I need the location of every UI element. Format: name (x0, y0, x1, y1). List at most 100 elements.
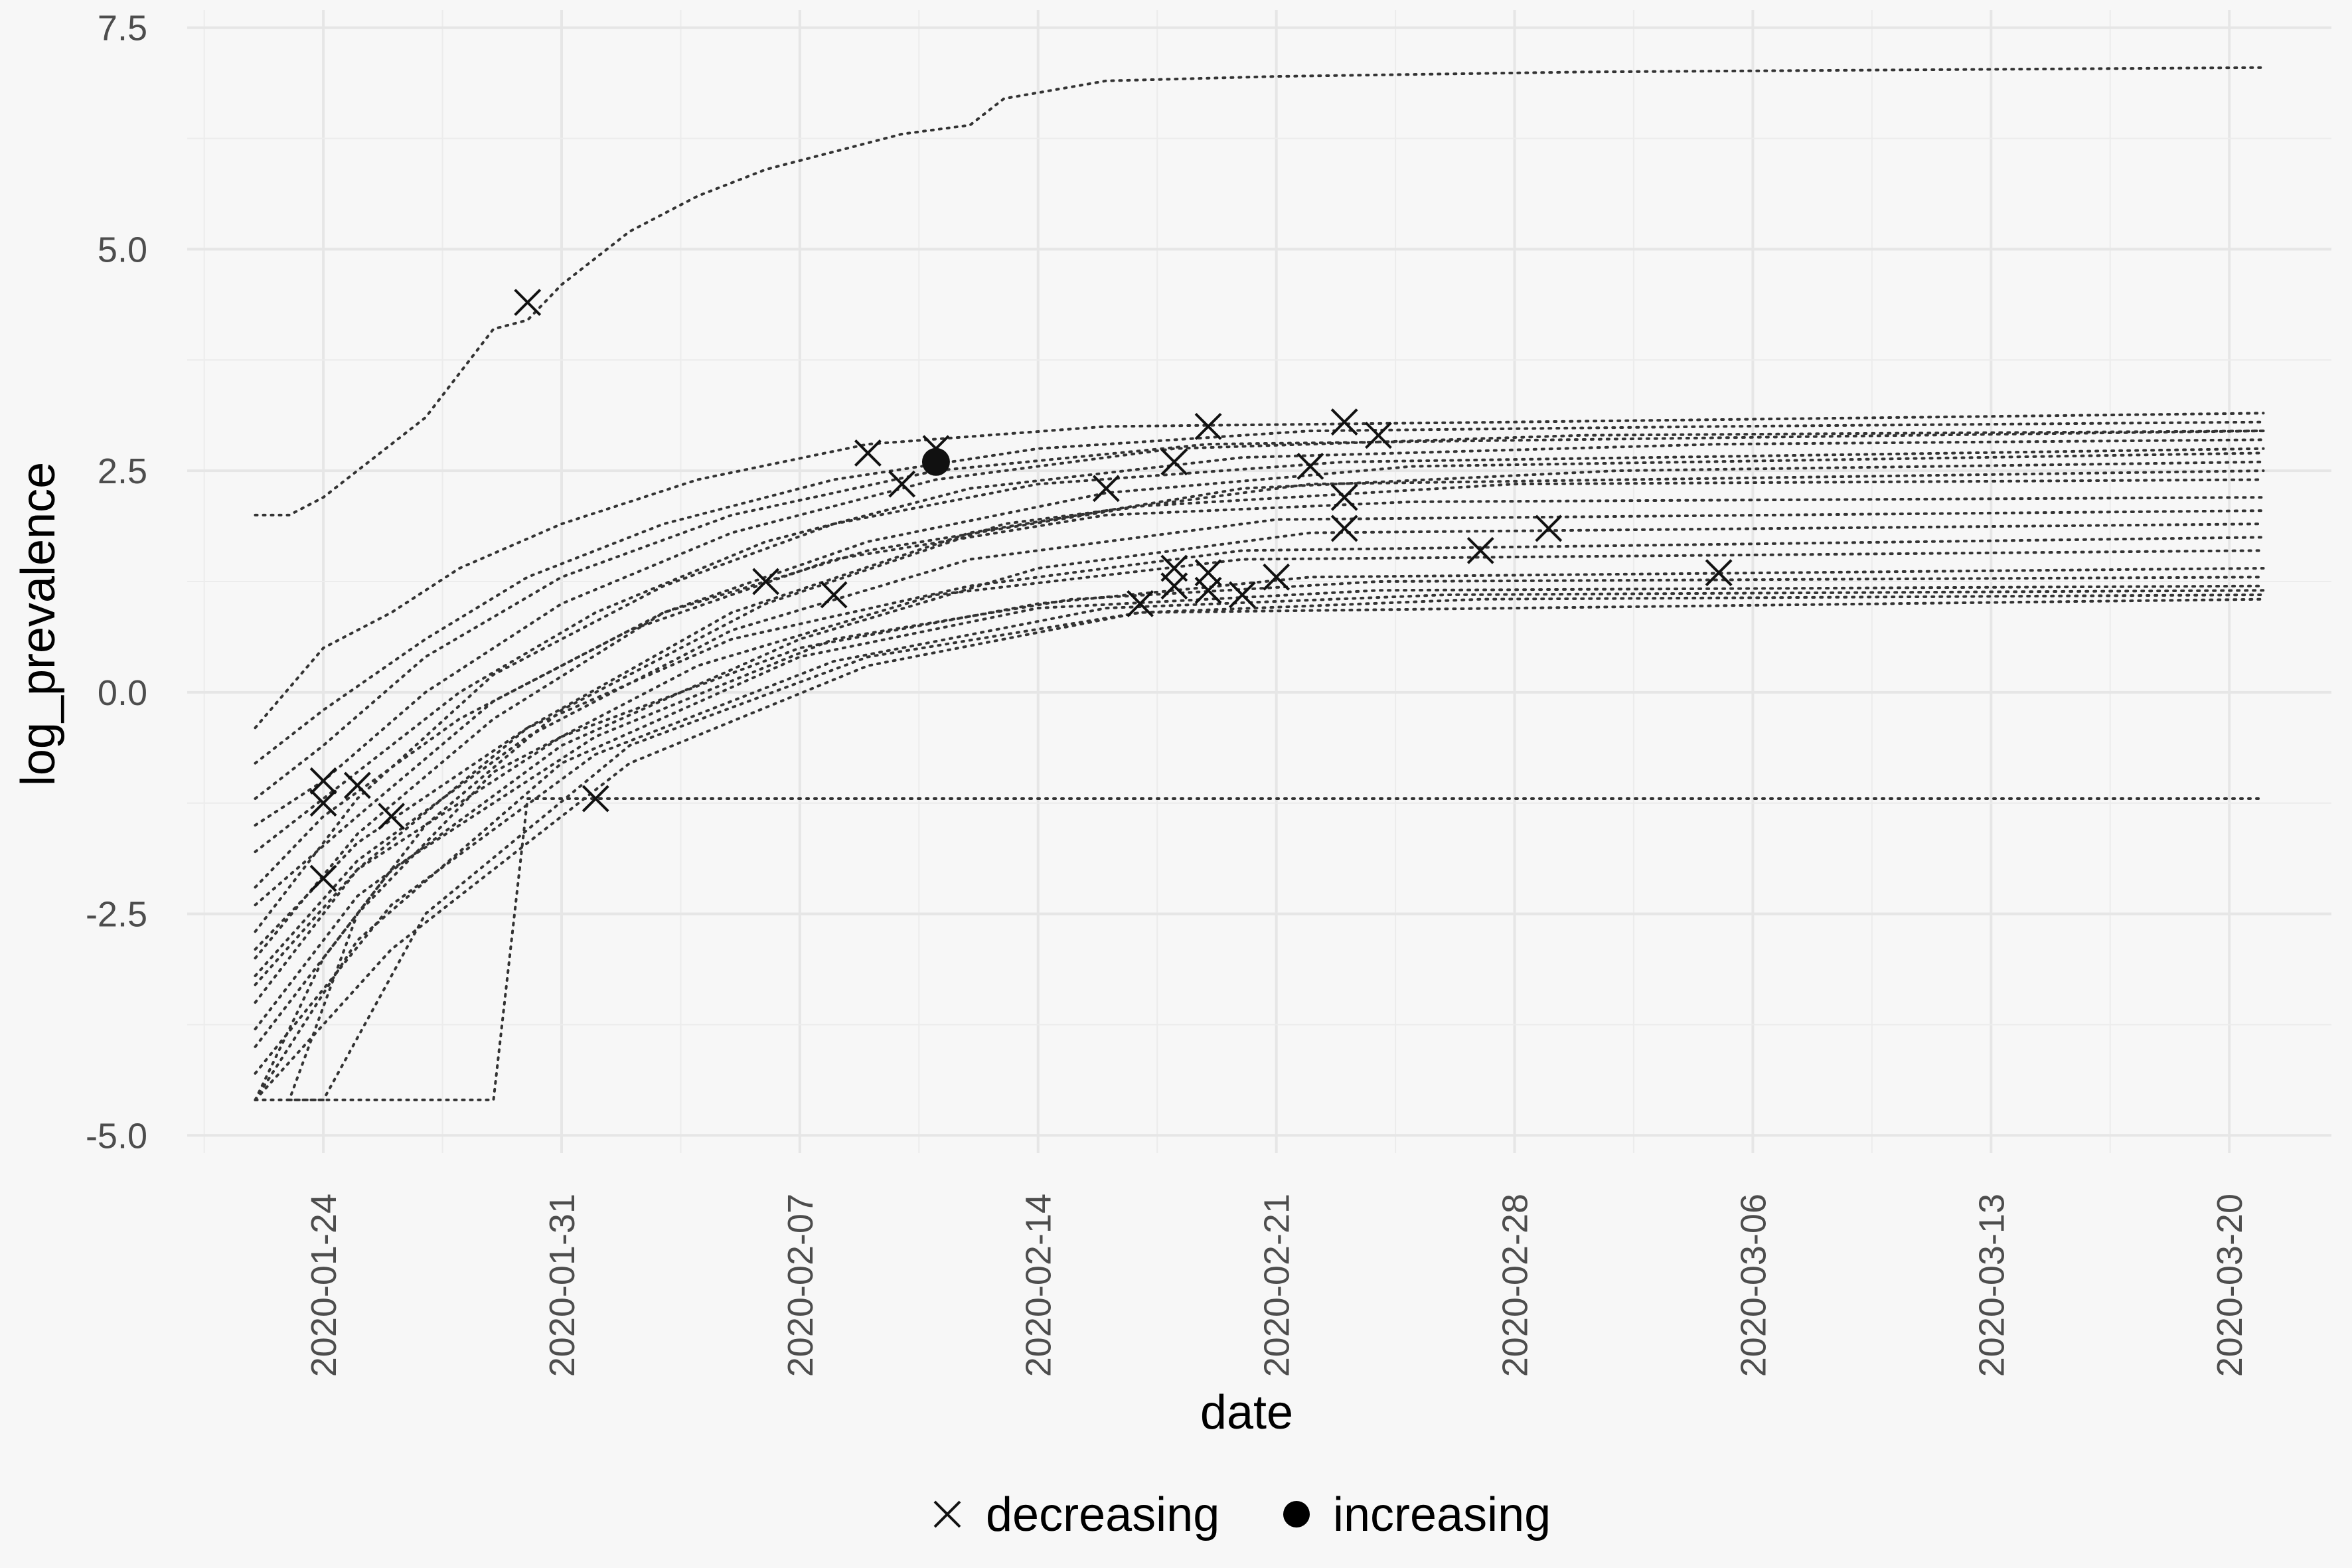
series-line (254, 66, 2265, 516)
series-line (254, 420, 2265, 765)
series-line (254, 549, 2265, 1101)
point-decreasing (1296, 453, 1324, 480)
point-decreasing (378, 803, 406, 830)
legend-increasing-marker (1283, 1501, 1310, 1528)
cross-stroke (1365, 422, 1392, 449)
cross-stroke (1330, 483, 1358, 511)
point-decreasing (1330, 483, 1358, 511)
point-increasing (921, 447, 950, 476)
cross-stroke (1160, 572, 1188, 600)
cross-stroke (1705, 559, 1733, 587)
series-line (254, 593, 2265, 1101)
point-decreasing (1330, 408, 1358, 436)
point-decreasing (309, 864, 337, 892)
point-decreasing (1535, 514, 1563, 542)
legend: decreasing increasing (933, 1488, 1551, 1541)
cross-stroke (1092, 475, 1120, 503)
x-tick-label: 2020-02-28 (1496, 1194, 1535, 1377)
cross-stroke (343, 771, 371, 799)
cross-stroke (582, 785, 609, 813)
cross-stroke (1228, 581, 1256, 609)
cross-stroke (1296, 453, 1324, 480)
x-axis-ticks: 2020-01-24 2020-01-31 2020-02-07 2020-02-14… (304, 1194, 2250, 1377)
series-line (254, 469, 2265, 1101)
series-line (254, 522, 2265, 1031)
x-tick-label: 2020-02-21 (1257, 1194, 1297, 1377)
legend-label-increasing: increasing (1333, 1488, 1551, 1541)
y-tick-label: -2.5 (86, 895, 147, 935)
point-decreasing (343, 771, 371, 799)
point-decreasing (1127, 589, 1154, 617)
cross-stroke (1330, 408, 1358, 436)
cross-stroke (309, 789, 337, 817)
x-tick-label: 2020-03-13 (1972, 1194, 2011, 1377)
point-decreasing (1160, 448, 1188, 476)
point-decreasing (1228, 581, 1256, 609)
x-tick-label: 2020-02-07 (781, 1194, 821, 1377)
series-line (254, 438, 2265, 854)
x-tick-label: 2020-01-31 (542, 1194, 582, 1377)
cross-stroke (888, 470, 916, 498)
series-line (254, 509, 2265, 977)
series-line (254, 430, 2265, 800)
x-tick-label: 2020-02-14 (1019, 1194, 1059, 1377)
y-tick-label: -5.0 (86, 1116, 147, 1156)
cross-stroke (933, 1500, 961, 1528)
cross-stroke (309, 864, 337, 892)
cross-stroke (514, 289, 542, 316)
series-line (254, 536, 2265, 951)
y-tick-label: 5.0 (98, 230, 147, 270)
series-line (254, 412, 2265, 730)
legend-decreasing-marker (933, 1500, 961, 1528)
y-axis-ticks: -5.0 -2.5 0.0 2.5 5.0 7.5 (86, 9, 147, 1156)
point-decreasing (854, 439, 882, 467)
cross-stroke (820, 581, 848, 609)
grid (187, 10, 2331, 1153)
series-line (287, 597, 2265, 1101)
series-line (254, 496, 2265, 889)
cross-stroke (1330, 514, 1358, 542)
cross-stroke (752, 568, 780, 595)
point-decreasing (1194, 576, 1222, 604)
cross-stroke (1466, 536, 1494, 564)
series-line (254, 430, 2265, 827)
y-tick-label: 2.5 (98, 451, 147, 491)
cross-stroke (309, 767, 337, 795)
x-tick-label: 2020-01-24 (304, 1194, 344, 1377)
x-tick-label: 2020-03-20 (2210, 1194, 2250, 1377)
series-line (254, 589, 2265, 1075)
y-axis-title: log_prevalence (12, 462, 65, 786)
cross-stroke (378, 803, 406, 830)
point-decreasing (309, 789, 337, 817)
series-line (254, 567, 2265, 986)
point-decreasing (1194, 412, 1222, 440)
cross-stroke (1160, 448, 1188, 476)
point-decreasing (1365, 422, 1392, 449)
point-decreasing (1263, 563, 1291, 591)
x-axis-title: date (1200, 1386, 1293, 1439)
point-decreasing (1160, 572, 1188, 600)
y-tick-label: 7.5 (98, 9, 147, 48)
series-line (254, 460, 2265, 1004)
cross-stroke (854, 439, 882, 467)
point-decreasing (514, 289, 542, 316)
y-tick-label: 0.0 (98, 673, 147, 713)
legend-label-decreasing: decreasing (986, 1488, 1219, 1541)
point-decreasing (1092, 475, 1120, 503)
point-decreasing (309, 767, 337, 795)
series-line (254, 451, 2265, 960)
point-decreasing (1466, 536, 1494, 564)
series-lines (254, 66, 2265, 1101)
series-line (254, 447, 2265, 933)
point-decreasing (1330, 514, 1358, 542)
legend-cross-shape (933, 1500, 961, 1528)
point-decreasing (820, 581, 848, 609)
x-tick-label: 2020-03-06 (1733, 1194, 1773, 1377)
cross-stroke (1127, 589, 1154, 617)
data-points (309, 289, 1733, 892)
point-decreasing (1705, 559, 1733, 587)
cross-stroke (1194, 576, 1222, 604)
series-line (254, 576, 2265, 1048)
